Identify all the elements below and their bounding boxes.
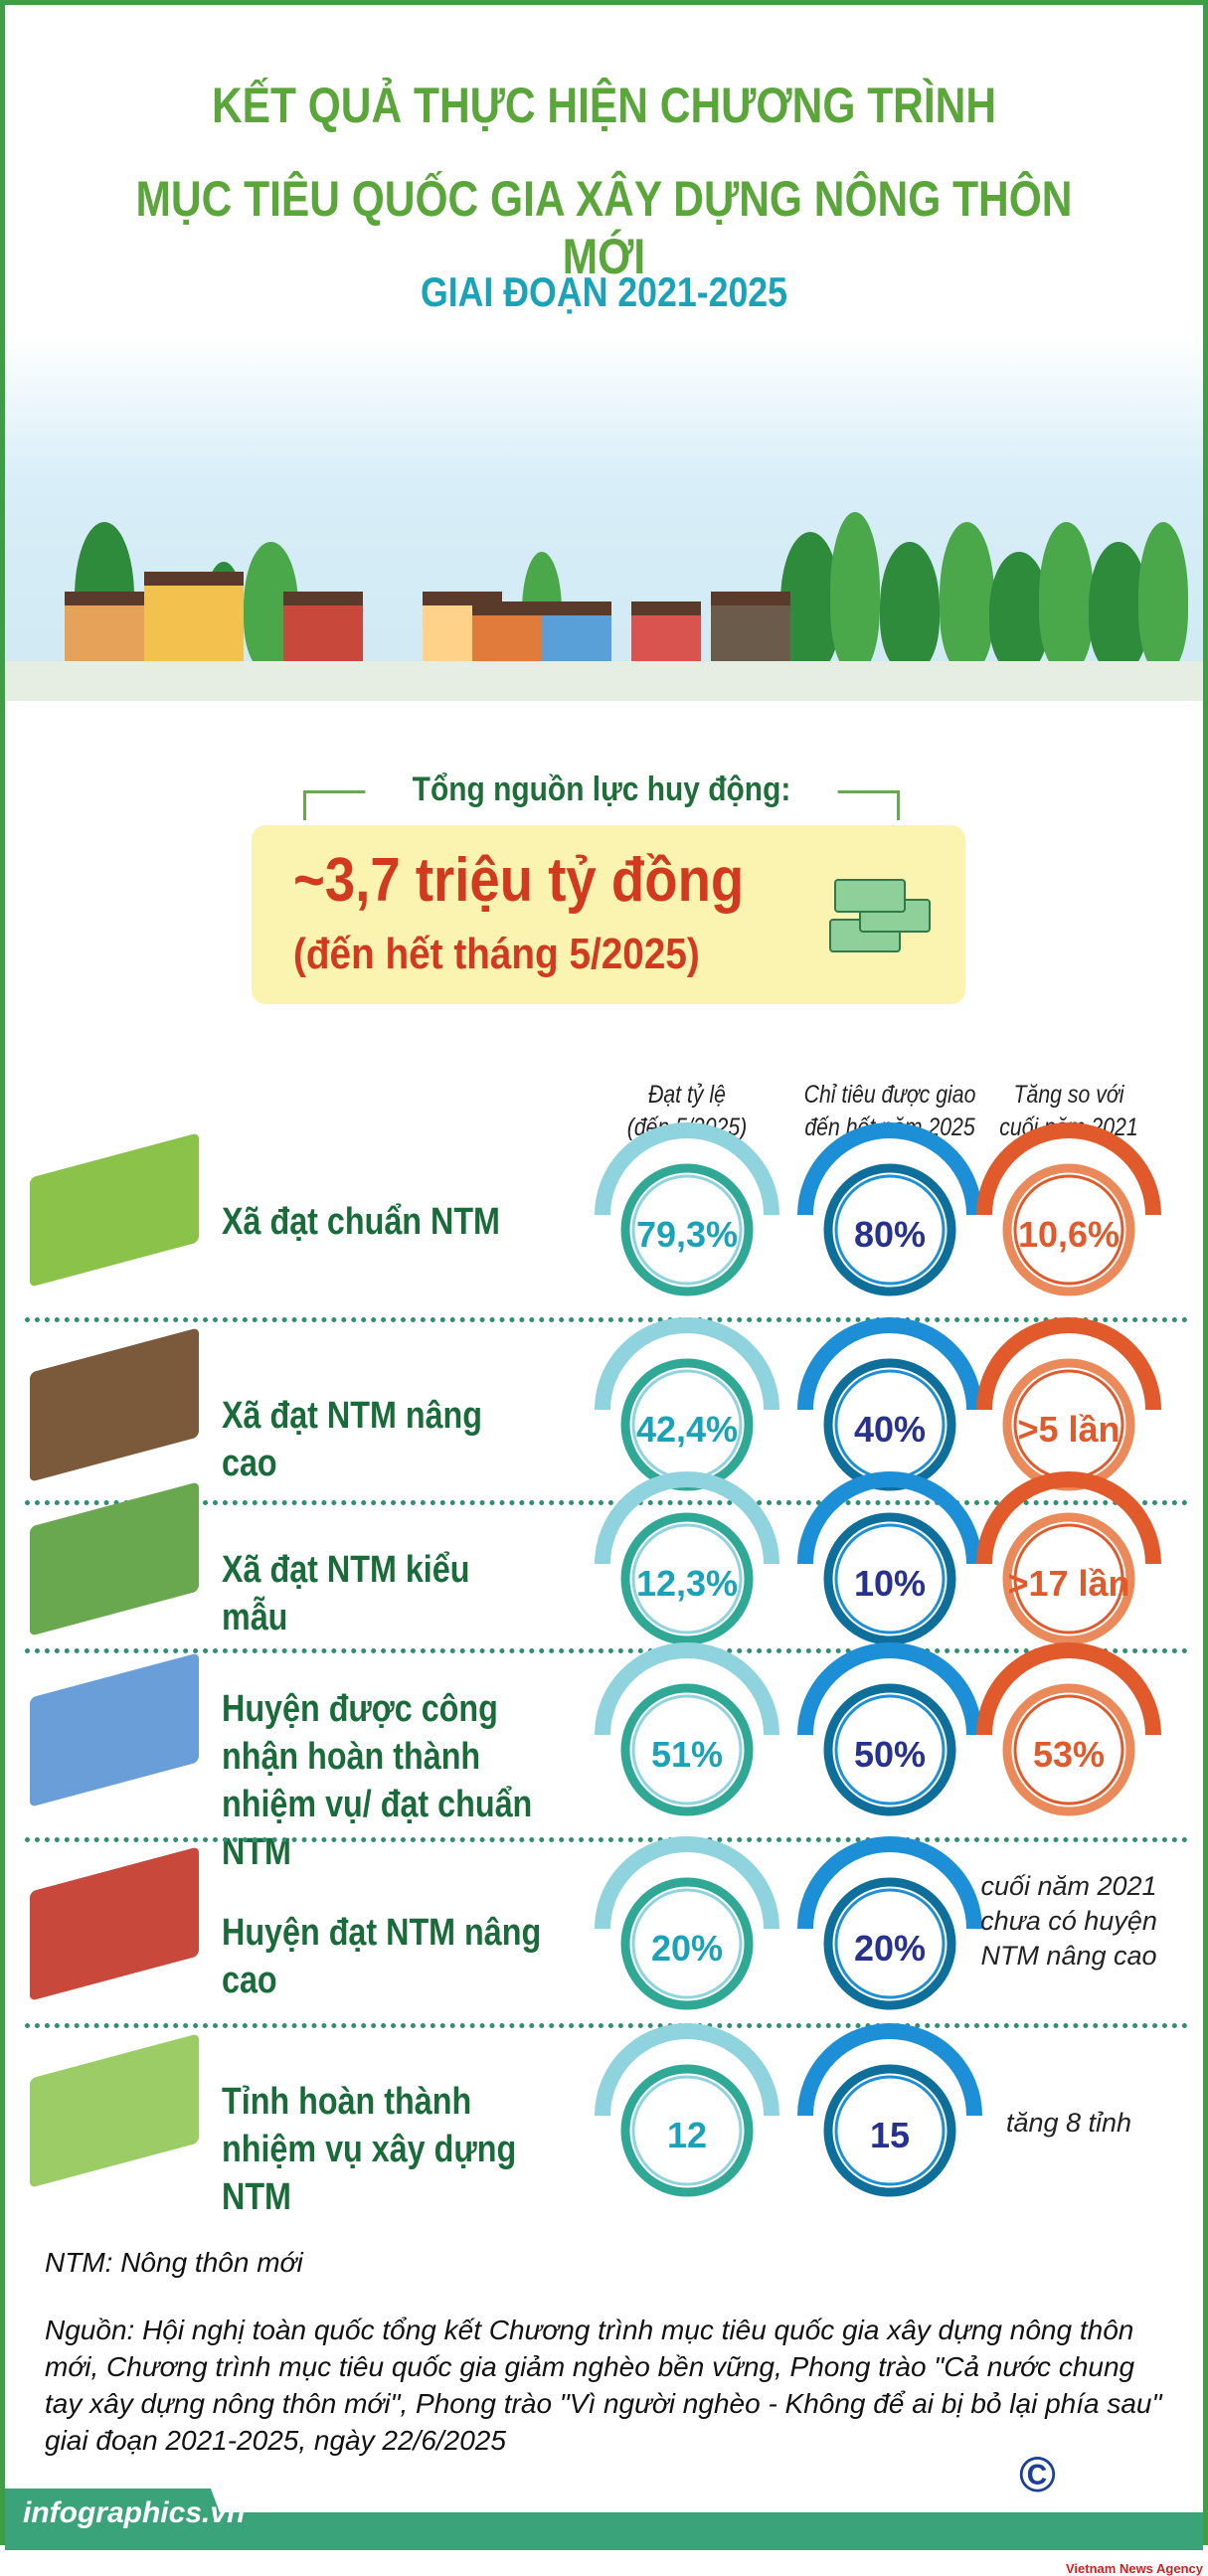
stat-value: 15 [869,2115,911,2155]
stat-value: 12 [666,2115,708,2155]
title-line2: MỤC TIÊU QUỐC GIA XÂY DỰNG NÔNG THÔN MỚI [135,171,1073,284]
house-icon [283,592,363,671]
stat-ring: 53% [974,1640,1163,1829]
row-divider [25,2023,1188,2028]
ring-graphic [595,1122,779,1296]
stat-ring: >5 lần [974,1315,1163,1504]
ring-graphic [797,2023,982,2197]
ring-graphic [595,1471,779,1645]
tree-icon [1039,522,1094,671]
stat-ring: 51% [593,1640,781,1829]
illustration-icon [30,1327,199,1482]
row-label: Tỉnh hoàn thành nhiệm vụ xây dựng NTM [222,2081,517,2218]
site-link[interactable]: infographics.vn [23,2496,246,2529]
row-label: Xã đạt chuẩn NTM [222,1201,500,1243]
stat-ring: 80% [795,1120,984,1309]
tree-icon [880,542,940,671]
abbreviation-note: NTM: Nông thôn mới [45,2247,303,2278]
stat-ring: >17 lần [974,1469,1163,1658]
money-stack-icon [820,860,940,969]
stat-value: 10,6% [1017,1214,1121,1255]
ring-graphic [976,1122,1161,1296]
stat-value: 12,3% [635,1563,739,1604]
illustration-icon [30,1846,199,2001]
stat-value: 20% [650,1928,724,1969]
illustration-icon [30,1652,199,1807]
stat-value: 40% [853,1409,927,1450]
period: GIAI ĐOẠN 2021-2025 [420,268,788,315]
column-header-line1: Đạt tỷ lệ [648,1081,726,1109]
increase-note: cuối năm 2021 chưa có huyện NTM nâng cao [980,1871,1157,1971]
stat-ring: 20% [795,1834,984,2023]
resource-note: (đến hết tháng 5/2025) [293,930,700,978]
stat-ring: 79,3% [593,1120,781,1309]
title-line1: KẾT QUẢ THỰC HIỆN CHƯƠNG TRÌNH [211,78,997,133]
ground [5,661,1203,701]
resource-amount: ~3,7 triệu tỷ đồng [293,846,745,915]
illustration-icon [30,2033,199,2188]
stat-ring: 42,4% [593,1315,781,1504]
stat-ring: 10% [795,1469,984,1658]
house-icon [631,601,701,671]
ring-graphic [595,1642,779,1816]
stat-ring: 12 [593,2021,781,2210]
stat-ring: 12,3% [593,1469,781,1658]
row-label: Xã đạt NTM nâng cao [222,1395,482,1484]
row-label: Xã đạt NTM kiểu mẫu [222,1549,470,1638]
logo-subtext: Vietnam News Agency [1066,2561,1203,2576]
stat-ring: 10,6% [974,1120,1163,1309]
house-icon [65,592,144,671]
ring-graphic [976,1471,1161,1645]
ring-graphic [595,1836,779,2010]
stat-value: 42,4% [635,1409,739,1450]
stat-value: 51% [650,1734,724,1775]
stat-ring: 20% [593,1834,781,2023]
ring-graphic [797,1122,982,1296]
stat-value: 79,3% [635,1214,739,1255]
ring-graphic [595,1317,779,1491]
stat-value: 20% [853,1928,927,1969]
ttxvn-logo: © TTXVNVietnam News Agency [1019,2446,1203,2576]
row-divider [25,1648,1188,1653]
ring-graphic [595,2023,779,2197]
stat-value: 53% [1032,1734,1106,1775]
column-header-line1: Tăng so với [1013,1081,1124,1109]
stat-value: 80% [853,1214,927,1255]
illustration-icon [30,1132,199,1288]
source-note: Nguồn: Hội nghị toàn quốc tổng kết Chươn… [45,2315,1162,2456]
increase-note: tăng 8 tỉnh [1005,2108,1132,2138]
stat-value: >17 lần [1007,1563,1130,1604]
ring-graphic [976,1642,1161,1816]
resource-box [252,825,965,1004]
footer-tab [5,2489,234,2550]
house-icon [542,601,611,671]
row-label: Huyện được công nhận hoàn thành nhiệm vụ… [222,1688,533,1873]
stat-value: 10% [853,1563,927,1604]
stat-ring: 50% [795,1640,984,1829]
stat-ring: 15 [795,2021,984,2210]
tree-icon [830,512,880,671]
tree-icon [940,522,994,671]
row-label: Huyện đạt NTM nâng cao [222,1912,542,2001]
house-icon [472,601,542,671]
row-divider [25,1317,1188,1322]
row-divider [25,1837,1188,1842]
house-icon [711,592,790,671]
tree-icon [1138,522,1188,671]
ring-graphic [797,1836,982,2010]
row-divider [25,1500,1188,1505]
house-icon [144,572,244,671]
stat-value: >5 lần [1017,1409,1121,1450]
column-header-line1: Chỉ tiêu được giao [803,1081,976,1109]
stat-value: 50% [853,1734,927,1775]
ring-graphic [797,1642,982,1816]
village-landscape [5,333,1203,701]
ring-graphic [797,1471,982,1645]
resource-label: Tổng nguồn lực huy động: [365,771,838,809]
